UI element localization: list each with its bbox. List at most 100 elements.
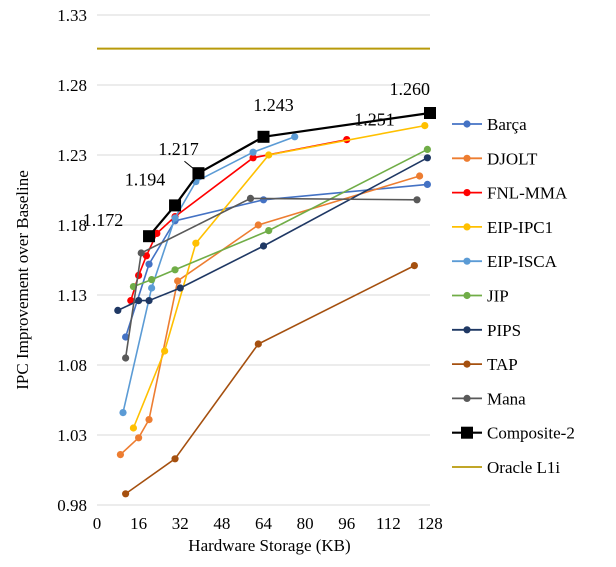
series-eip-ipc1 xyxy=(129,122,429,432)
legend-label: Mana xyxy=(487,389,526,408)
x-tick-label: 0 xyxy=(93,514,102,533)
legend-item-mana: Mana xyxy=(452,389,526,408)
legend-marker xyxy=(463,257,471,265)
legend-marker xyxy=(461,426,473,439)
y-tick-label: 1.33 xyxy=(57,6,87,25)
legend-marker xyxy=(463,223,471,231)
legend-marker xyxy=(463,394,471,402)
legend-item-composite-2: Composite-2 xyxy=(452,424,575,443)
legend-item-oracle-l1i: Oracle L1i xyxy=(452,458,560,477)
data-point xyxy=(249,154,257,162)
legend-label: Oracle L1i xyxy=(487,458,560,477)
legend-item-fnl-mma: FNL-MMA xyxy=(452,184,568,203)
legend-marker xyxy=(463,326,471,334)
legend-label: Barça xyxy=(487,115,527,134)
data-point xyxy=(291,133,299,141)
data-point xyxy=(129,424,138,432)
data-point xyxy=(423,180,431,188)
y-tick-label: 1.13 xyxy=(57,286,87,305)
legend-item-djolt: DJOLT xyxy=(452,149,538,168)
y-tick-label: 0.98 xyxy=(57,496,87,515)
series-line xyxy=(117,157,428,312)
data-label: 1.251 xyxy=(354,110,395,130)
data-point xyxy=(135,297,143,305)
data-point xyxy=(174,277,182,285)
annotation-leader xyxy=(184,160,196,171)
series-lines xyxy=(97,47,436,498)
data-point xyxy=(161,347,169,355)
legend-item-jip: JIP xyxy=(452,287,509,306)
data-point xyxy=(135,434,143,442)
x-tick-label: 112 xyxy=(376,514,401,533)
legend-label: JIP xyxy=(487,287,509,306)
data-point xyxy=(143,230,156,243)
data-point xyxy=(249,148,257,156)
data-point xyxy=(114,306,122,314)
series-line xyxy=(124,197,418,359)
legend-label: TAP xyxy=(487,355,518,374)
data-point xyxy=(145,260,153,268)
x-tick-label: 128 xyxy=(417,514,443,533)
data-point xyxy=(421,122,429,130)
series-line xyxy=(125,264,415,495)
data-point xyxy=(171,455,179,463)
y-tick-label: 1.08 xyxy=(57,356,87,375)
data-point xyxy=(259,196,268,204)
data-label: 1.217 xyxy=(158,139,199,159)
series-jip xyxy=(129,145,431,291)
data-point xyxy=(169,199,182,212)
data-point xyxy=(254,340,262,348)
legend-marker xyxy=(463,360,471,368)
legend-marker xyxy=(463,154,471,162)
legend-label: PIPS xyxy=(487,321,521,340)
x-tick-label: 96 xyxy=(338,514,355,533)
data-point xyxy=(148,284,156,292)
legend-label: EIP-ISCA xyxy=(487,252,558,271)
legend-label: Composite-2 xyxy=(487,424,575,443)
series-djolt xyxy=(116,172,424,459)
data-point xyxy=(122,490,130,498)
series-line xyxy=(122,136,295,413)
data-point xyxy=(119,409,127,417)
x-tick-label: 64 xyxy=(255,514,273,533)
data-label: 1.260 xyxy=(390,79,431,99)
data-point xyxy=(246,194,255,202)
x-tick-label: 16 xyxy=(130,514,147,533)
data-label: 1.194 xyxy=(125,169,166,189)
data-point xyxy=(137,249,145,257)
data-point xyxy=(410,262,418,270)
series-line xyxy=(132,124,425,429)
data-point xyxy=(116,451,125,459)
axes: 0.98 1.03 1.08 1.13 1.18 1.23 1.28 1.33 0 16 32 48 6… xyxy=(57,6,443,533)
data-point xyxy=(122,354,130,362)
x-tick-label: 80 xyxy=(297,514,314,533)
data-point xyxy=(145,416,153,424)
y-axis-title: IPC Improvement over Baseline xyxy=(13,170,32,390)
data-point xyxy=(127,297,135,305)
legend-label: FNL-MMA xyxy=(487,184,568,203)
series-pips xyxy=(114,154,431,314)
data-point xyxy=(122,333,130,341)
data-point xyxy=(192,239,200,247)
y-tick-label: 1.18 xyxy=(57,216,87,235)
data-point xyxy=(424,107,436,119)
y-tick-label: 1.28 xyxy=(57,76,87,95)
data-point xyxy=(153,229,161,237)
data-point xyxy=(423,154,431,162)
x-tick-label: 48 xyxy=(213,514,230,533)
data-point xyxy=(148,276,156,284)
legend-item-tap: TAP xyxy=(452,355,518,374)
data-point xyxy=(265,151,273,159)
data-point xyxy=(176,284,184,292)
x-tick-label: 32 xyxy=(172,514,189,533)
legend-item-eip-isca: EIP-ISCA xyxy=(452,252,558,271)
legend-label: DJOLT xyxy=(487,149,538,168)
data-point xyxy=(423,145,431,153)
legend-item-eip-ipc1: EIP-IPC1 xyxy=(452,218,553,237)
series-tap xyxy=(122,262,418,498)
series-mana xyxy=(122,194,421,362)
series-composite-2 xyxy=(143,107,436,243)
annotations: 1.172 1.194 1.217 1.243 1.260 1.251 xyxy=(83,79,430,230)
legend-marker xyxy=(463,189,471,197)
